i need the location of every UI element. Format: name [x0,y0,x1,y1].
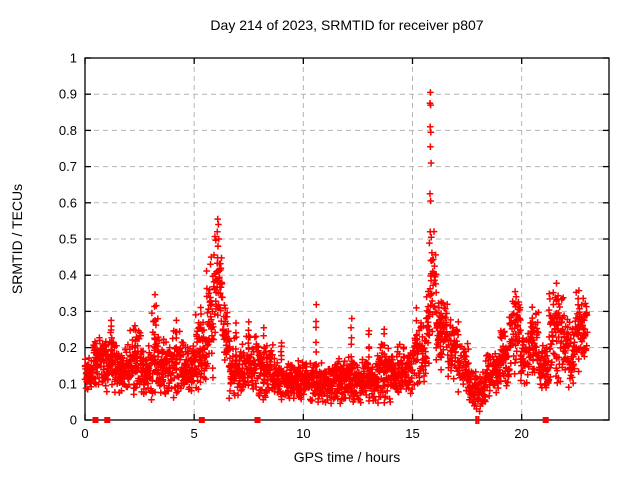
y-tick-label: 0.5 [59,232,77,247]
zero-value-marker [92,417,99,423]
x-tick-label: 20 [514,426,528,441]
y-tick-label: 0.6 [59,195,77,210]
srmtid-data-points [81,89,591,415]
y-tick-label: 0.2 [59,340,77,355]
tick-labels: 0 5 10 15 20 0 0.1 0.2 0.3 0.4 0.5 0.6 0.7 0.8 0.9 1 [59,51,529,442]
y-tick-label: 0.4 [59,268,77,283]
y-tick-label: 0.9 [59,87,77,102]
x-tick-label: 0 [81,426,88,441]
y-tick-label: 0 [70,413,77,428]
y-tick-label: 0.7 [59,159,77,174]
y-tick-label: 0.1 [59,376,77,391]
zero-value-marker [254,417,261,423]
scatter-points [81,89,591,424]
y-tick-label: 0.8 [59,123,77,138]
zero-value-marker [104,417,111,423]
zero-value-marker [542,417,549,423]
x-axis-label: GPS time / hours [294,449,401,465]
chart-title: Day 214 of 2023, SRMTID for receiver p80… [210,17,483,33]
y-axis-label: SRMTID / TECUs [9,184,25,294]
x-tick-label: 10 [296,426,310,441]
x-tick-label: 5 [191,426,198,441]
x-tick-label: 15 [405,426,419,441]
zero-value-bar-marker [477,416,480,424]
zero-value-marker [198,417,205,423]
y-tick-label: 0.3 [59,304,77,319]
zero-value-bar-marker [475,416,478,424]
y-tick-label: 1 [70,51,77,66]
